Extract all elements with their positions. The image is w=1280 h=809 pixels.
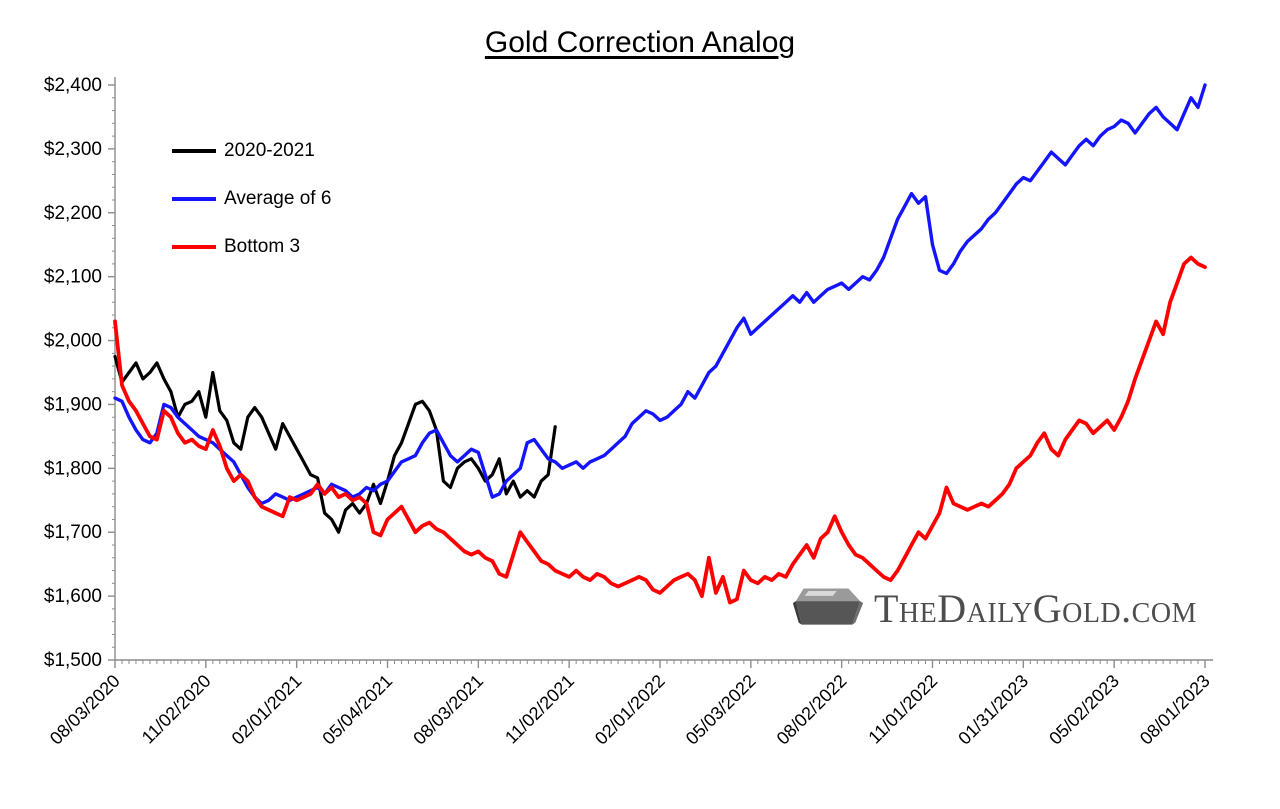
legend-label: 2020-2021 xyxy=(224,140,315,161)
watermark: TheDailyGold.com xyxy=(788,580,1197,636)
x-tick-label: 05/02/2023 xyxy=(1045,671,1123,749)
y-tick-label: $1,600 xyxy=(44,586,102,607)
y-tick-label: $2,100 xyxy=(44,267,102,288)
x-tick-label: 11/02/2021 xyxy=(501,671,578,748)
gold-bar-icon xyxy=(792,588,864,625)
x-tick-label: 11/02/2020 xyxy=(138,671,215,748)
legend-swatch xyxy=(172,149,216,153)
x-tick-label: 02/01/2022 xyxy=(591,671,669,749)
x-tick-label: 01/31/2023 xyxy=(954,671,1032,749)
y-tick-label: $1,900 xyxy=(44,394,102,415)
x-tick-label: 08/03/2020 xyxy=(46,671,124,749)
legend-item: Bottom 3 xyxy=(172,236,331,258)
x-tick-label: 08/02/2022 xyxy=(773,671,851,749)
y-tick-label: $2,200 xyxy=(44,203,102,224)
y-tick-label: $1,800 xyxy=(44,458,102,479)
legend: 2020-2021 Average of 6 Bottom 3 xyxy=(172,140,331,258)
x-tick-label: 05/03/2022 xyxy=(682,671,760,749)
watermark-text: TheDailyGold.com xyxy=(874,585,1197,631)
y-tick-label: $1,700 xyxy=(44,522,102,543)
x-tick-label: 02/01/2021 xyxy=(228,671,306,749)
legend-label: Average of 6 xyxy=(224,188,332,209)
legend-swatch xyxy=(172,245,216,249)
x-tick-label: 11/01/2022 xyxy=(864,671,941,748)
series-line-2020-2021 xyxy=(113,354,557,534)
x-tick-label: 05/04/2021 xyxy=(318,671,396,749)
legend-swatch xyxy=(172,197,216,201)
y-tick-label: $1,500 xyxy=(44,650,102,671)
chart-title: Gold Correction Analog xyxy=(484,26,796,59)
x-tick-label: 08/01/2023 xyxy=(1136,671,1214,749)
x-tick-label: 08/03/2021 xyxy=(409,671,487,749)
y-tick-label: $2,400 xyxy=(44,75,102,96)
legend-item: Average of 6 xyxy=(172,188,331,210)
legend-label: Bottom 3 xyxy=(224,236,301,257)
series-line-average-of-6 xyxy=(113,83,1207,506)
legend-item: 2020-2021 xyxy=(172,140,331,162)
series-line-bottom-3 xyxy=(113,255,1207,605)
y-tick-label: $2,300 xyxy=(44,139,102,160)
y-tick-label: $2,000 xyxy=(44,331,102,352)
